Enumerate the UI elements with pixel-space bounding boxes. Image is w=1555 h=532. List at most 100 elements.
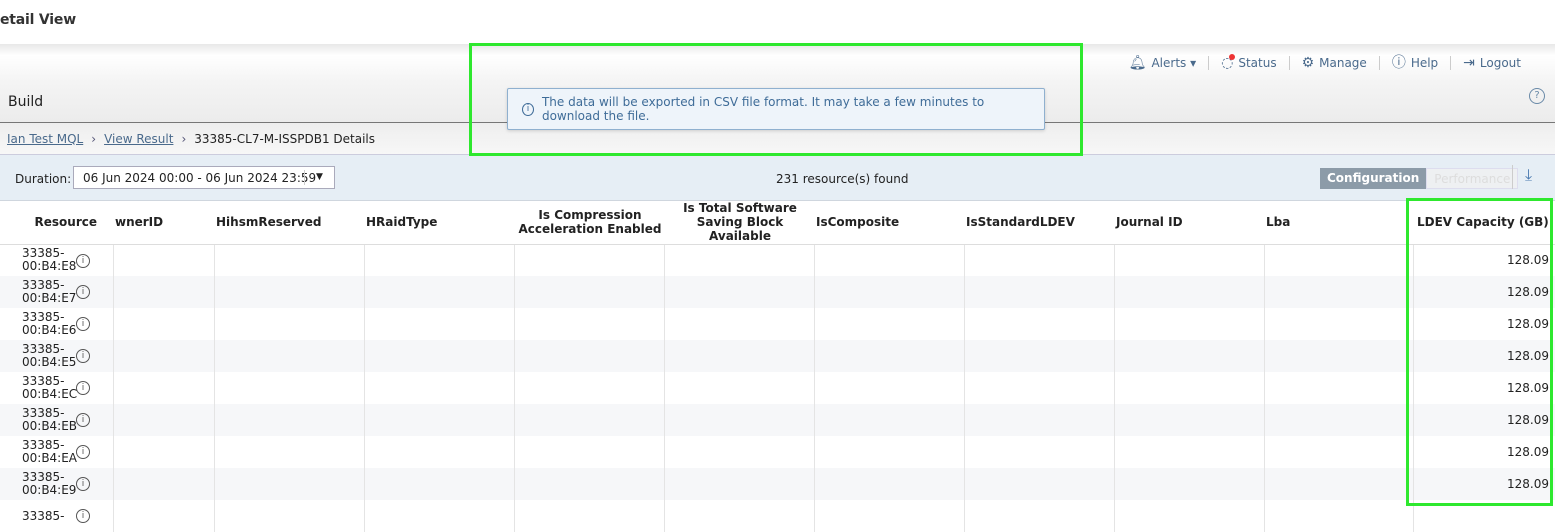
resource-id[interactable]: 33385- 00:B4:EC <box>22 374 78 401</box>
table-cell <box>813 404 964 436</box>
duration-label: Duration: <box>15 172 72 186</box>
table-cell <box>513 372 664 404</box>
info-icon[interactable]: i <box>76 413 90 427</box>
status-icon: ◌ <box>1221 54 1236 71</box>
info-icon[interactable]: i <box>76 285 90 299</box>
table-cell <box>813 276 964 308</box>
table-cell <box>112 468 214 500</box>
capacity-cell: 128.09 <box>1412 468 1555 500</box>
table-row[interactable]: 33385- 00:B4:EB i 128.09 <box>0 404 1555 436</box>
resource-id[interactable]: 33385- 00:B4:E7 <box>22 278 77 305</box>
resource-cell: 33385- 00:B4:E5 i <box>0 340 113 372</box>
info-icon[interactable]: i <box>76 317 90 331</box>
tab-performance[interactable]: Performance <box>1426 168 1519 189</box>
info-icon[interactable]: i <box>76 509 90 523</box>
column-header[interactable]: Is Total Software Saving Block Available <box>664 201 814 245</box>
capacity-cell: 128.09 <box>1412 372 1555 404</box>
table-cell <box>1113 468 1264 500</box>
help-link[interactable]: ⓘ Help <box>1380 55 1452 71</box>
table-cell <box>1263 372 1413 404</box>
table-cell <box>1113 340 1264 372</box>
resource-id[interactable]: 33385- <box>22 508 65 523</box>
table-cell <box>513 276 664 308</box>
table-cell <box>1263 340 1413 372</box>
info-icon[interactable]: i <box>76 445 90 459</box>
resource-id[interactable]: 33385- 00:B4:EA <box>22 438 78 465</box>
chevron-right-icon: › <box>181 131 187 146</box>
resource-id[interactable]: 33385- 00:B4:E9 <box>22 470 77 497</box>
resource-table: Resource wnerID HihsmReserved HRaidType Is C… <box>0 201 1555 532</box>
table-cell <box>363 404 514 436</box>
resource-cell: 33385- 00:B4:E6 i <box>0 308 113 340</box>
table-cell <box>112 276 214 308</box>
table-cell <box>963 340 1114 372</box>
table-cell <box>112 500 214 532</box>
table-cell <box>813 500 964 532</box>
table-cell <box>363 372 514 404</box>
table-cell <box>663 436 814 468</box>
status-link[interactable]: ◌ Status <box>1209 54 1290 71</box>
table-row[interactable]: 33385- i <box>0 500 1555 532</box>
table-row[interactable]: 33385- 00:B4:E7 i 128.09 <box>0 276 1555 308</box>
duration-select[interactable]: 06 Jun 2024 00:00 - 06 Jun 2024 23:59 ▼ <box>73 166 335 189</box>
table-cell <box>513 436 664 468</box>
table-row[interactable]: 33385- 00:B4:E9 i 128.09 <box>0 468 1555 500</box>
caret-down-icon[interactable]: ▼ <box>304 170 334 185</box>
breadcrumb-current: 33385-CL7-M-ISSPDB1 Details <box>194 131 375 146</box>
column-header[interactable]: Is Compression Acceleration Enabled <box>514 201 664 245</box>
table-cell <box>1263 404 1413 436</box>
resource-cell: 33385- 00:B4:E9 i <box>0 468 113 500</box>
tab-configuration[interactable]: Configuration <box>1320 168 1427 189</box>
capacity-cell: 128.09 <box>1412 244 1555 276</box>
alerts-menu[interactable]: 🔔︎ Alerts ▾ <box>1117 56 1210 70</box>
breadcrumb-link[interactable]: View Result <box>104 131 174 146</box>
resource-id[interactable]: 33385- 00:B4:E5 <box>22 342 77 369</box>
manage-link[interactable]: ⚙ Manage <box>1290 56 1380 70</box>
info-icon: i <box>522 102 534 116</box>
resource-id[interactable]: 33385- 00:B4:E6 <box>22 310 77 337</box>
table-cell <box>963 404 1114 436</box>
table-row[interactable]: 33385- 00:B4:E5 i 128.09 <box>0 340 1555 372</box>
table-cell <box>112 404 214 436</box>
table-cell <box>213 276 364 308</box>
page-title: etail View <box>0 12 76 28</box>
help-icon[interactable]: ? <box>1529 88 1545 104</box>
table-cell <box>363 340 514 372</box>
resource-id[interactable]: 33385- 00:B4:EB <box>22 406 78 433</box>
column-header[interactable]: HRaidType <box>364 201 514 245</box>
table-cell <box>363 244 514 276</box>
table-cell <box>213 244 364 276</box>
column-header[interactable]: Resource <box>0 201 113 245</box>
table-cell <box>513 244 664 276</box>
top-nav: 🔔︎ Alerts ▾ ◌ Status ⚙ Manage ⓘ Help ⇥ Logout <box>0 44 1555 82</box>
capacity-cell: 128.09 <box>1412 276 1555 308</box>
download-icon[interactable]: ⤓ <box>1512 165 1532 189</box>
notification-text: The data will be exported in CSV file fo… <box>541 95 985 123</box>
column-header[interactable]: wnerID <box>113 201 214 245</box>
column-header[interactable]: Lba <box>1264 201 1413 245</box>
table-cell <box>813 244 964 276</box>
table-cell <box>963 372 1114 404</box>
column-header[interactable]: HihsmReserved <box>214 201 364 245</box>
table-row[interactable]: 33385- 00:B4:EA i 128.09 <box>0 436 1555 468</box>
breadcrumb-link[interactable]: Ian Test MQL <box>7 131 84 146</box>
table-cell <box>363 500 514 532</box>
info-icon[interactable]: i <box>76 349 90 363</box>
info-icon[interactable]: i <box>76 253 90 268</box>
table-row[interactable]: 33385- 00:B4:E8 i 128.09 <box>0 244 1555 276</box>
column-header[interactable]: IsComposite <box>814 201 964 245</box>
info-icon[interactable]: i <box>76 477 90 491</box>
column-header[interactable]: Journal ID <box>1114 201 1264 245</box>
column-header[interactable]: LDEV Capacity (GB) <box>1413 201 1555 245</box>
table-row[interactable]: 33385- 00:B4:E6 i 128.09 <box>0 308 1555 340</box>
capacity-cell: 128.09 <box>1412 404 1555 436</box>
table-row[interactable]: 33385- 00:B4:EC i 128.09 <box>0 372 1555 404</box>
table-cell <box>663 372 814 404</box>
table-cell <box>1263 500 1413 532</box>
table-cell <box>963 468 1114 500</box>
help-icon: ⓘ <box>1391 55 1406 71</box>
info-icon[interactable]: i <box>76 381 90 395</box>
logout-link[interactable]: ⇥ Logout <box>1463 55 1521 71</box>
column-header[interactable]: IsStandardLDEV <box>964 201 1114 245</box>
resource-id[interactable]: 33385- 00:B4:E8 <box>22 246 77 274</box>
